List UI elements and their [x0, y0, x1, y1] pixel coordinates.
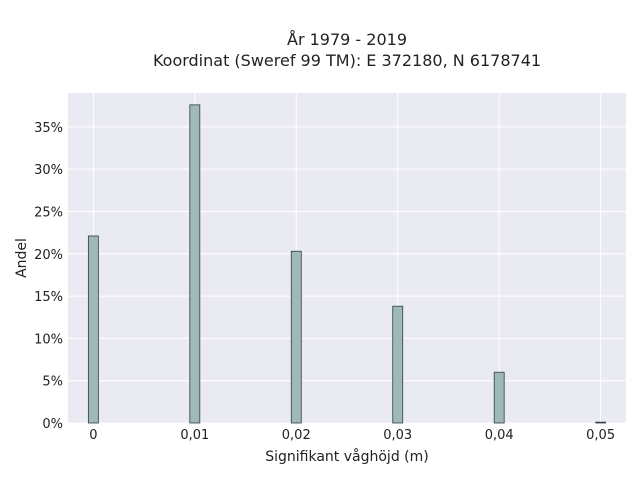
y-tick-label: 10%: [34, 332, 63, 347]
y-axis-label: Andel: [14, 238, 30, 278]
plot-area: [68, 93, 626, 423]
bar: [290, 250, 302, 424]
bars: [87, 104, 607, 424]
x-axis-label: Signifikant våghöjd (m): [265, 448, 428, 465]
bar: [595, 421, 607, 424]
x-tick-label: 0,04: [485, 428, 514, 443]
y-tick-label: 0%: [42, 417, 63, 432]
x-tick-label: 0,05: [586, 428, 615, 443]
bar: [87, 235, 99, 424]
x-tick-label: 0,02: [282, 428, 311, 443]
grid-lines: [68, 93, 626, 424]
y-tick-label: 25%: [34, 205, 63, 220]
bar: [493, 371, 505, 424]
y-tick-labels: 0% 5% 10% 15% 20% 25% 30% 35%: [34, 121, 63, 432]
chart-title-line-2: Koordinat (Sweref 99 TM): E 372180, N 61…: [153, 51, 541, 70]
y-tick-label: 30%: [34, 163, 63, 178]
x-tick-label: 0,03: [383, 428, 412, 443]
x-tick-label: 0,01: [180, 428, 209, 443]
y-tick-label: 5%: [42, 375, 63, 390]
chart-title-line-1: År 1979 - 2019: [287, 30, 407, 49]
y-tick-label: 15%: [34, 290, 63, 305]
bar: [392, 305, 404, 424]
x-tick-labels: 0 0,01 0,02 0,03 0,04 0,05: [89, 428, 615, 443]
y-tick-label: 35%: [34, 121, 63, 136]
y-tick-label: 20%: [34, 248, 63, 263]
bar: [189, 104, 201, 424]
x-tick-label: 0: [89, 428, 97, 443]
